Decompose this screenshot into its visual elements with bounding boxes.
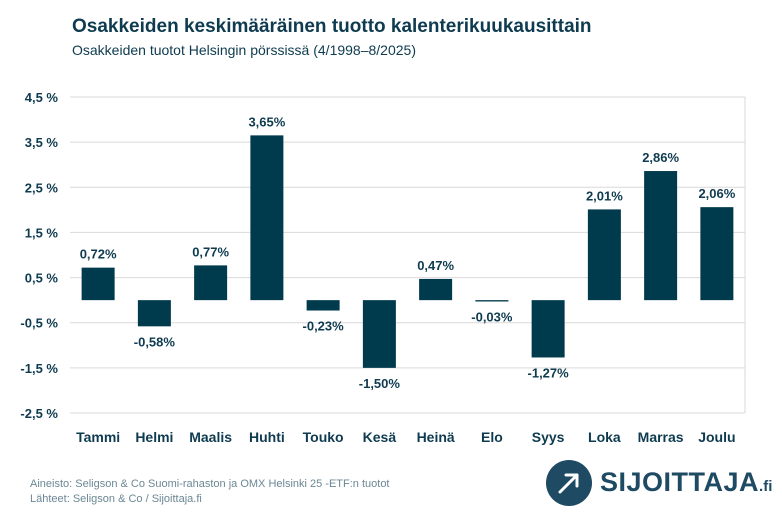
bar: [362, 300, 396, 368]
chart-subtitle: Osakkeiden tuotot Helsingin pörssissä (4…: [72, 42, 416, 58]
footer-sources: Lähteet: Seligson & Co / Sijoittaja.fi: [30, 493, 202, 505]
logo-text: SIJOITTAJA.fi: [600, 467, 772, 498]
data-label: -0,03%: [471, 309, 513, 324]
y-tick-label: -2,5 %: [20, 406, 58, 421]
bar: [306, 300, 340, 311]
data-label: -0,23%: [303, 319, 345, 334]
footer-source: Aineisto: Seligson & Co Suomi-rahaston j…: [30, 478, 390, 490]
data-label: 0,72%: [80, 247, 117, 262]
brand-logo: SIJOITTAJA.fi: [546, 460, 772, 506]
logo-suffix: .fi: [759, 478, 773, 495]
data-label: 0,47%: [417, 258, 454, 273]
data-label: -1,50%: [359, 376, 401, 391]
bar: [644, 171, 678, 301]
x-tick-label: Heinä: [417, 429, 455, 445]
x-tick-label: Kesä: [363, 429, 397, 445]
x-tick-label: Elo: [481, 429, 503, 445]
x-tick-label: Huhti: [249, 429, 285, 445]
bar: [137, 300, 171, 327]
data-label: 2,01%: [586, 188, 623, 203]
logo-name: SIJOITTAJA: [600, 467, 760, 497]
x-tick-label: Joulu: [698, 429, 735, 445]
x-tick-label: Helmi: [135, 429, 173, 445]
x-tick-label: Maalis: [189, 429, 232, 445]
y-tick-label: -0,5 %: [20, 316, 58, 331]
bar: [194, 265, 228, 301]
data-label: 2,86%: [642, 150, 679, 165]
bar: [700, 207, 734, 301]
x-tick-label: Marras: [638, 429, 684, 445]
y-tick-label: 3,5 %: [25, 135, 59, 150]
x-tick-label: Tammi: [76, 429, 120, 445]
chart-title: Osakkeiden keskimääräinen tuotto kalente…: [72, 16, 592, 37]
y-tick-label: 1,5 %: [25, 225, 59, 240]
bar: [587, 209, 621, 301]
bar: [250, 135, 284, 301]
bar: [81, 267, 115, 301]
data-label: -0,58%: [134, 334, 176, 349]
bar: [419, 278, 453, 301]
x-tick-label: Touko: [303, 429, 344, 445]
data-label: -1,27%: [528, 365, 570, 380]
y-tick-label: 2,5 %: [25, 180, 59, 195]
bar-chart: 4,5 % 3,5 % 2,5 % 1,5 % 0,5 % -0,5 % -1,5 % -2,…: [20, 90, 746, 445]
bar: [475, 300, 509, 302]
y-tick-label: 0,5 %: [25, 271, 59, 286]
data-label: 3,65%: [248, 114, 285, 129]
data-label: 0,77%: [192, 244, 229, 259]
x-tick-label: Syys: [532, 429, 565, 445]
x-tick-label: Loka: [588, 429, 621, 445]
y-tick-label: -1,5 %: [20, 361, 58, 376]
logo-arrow-icon: [546, 460, 592, 506]
bar: [531, 300, 565, 358]
data-label: 2,06%: [698, 186, 735, 201]
y-tick-label: 4,5 %: [25, 90, 59, 105]
